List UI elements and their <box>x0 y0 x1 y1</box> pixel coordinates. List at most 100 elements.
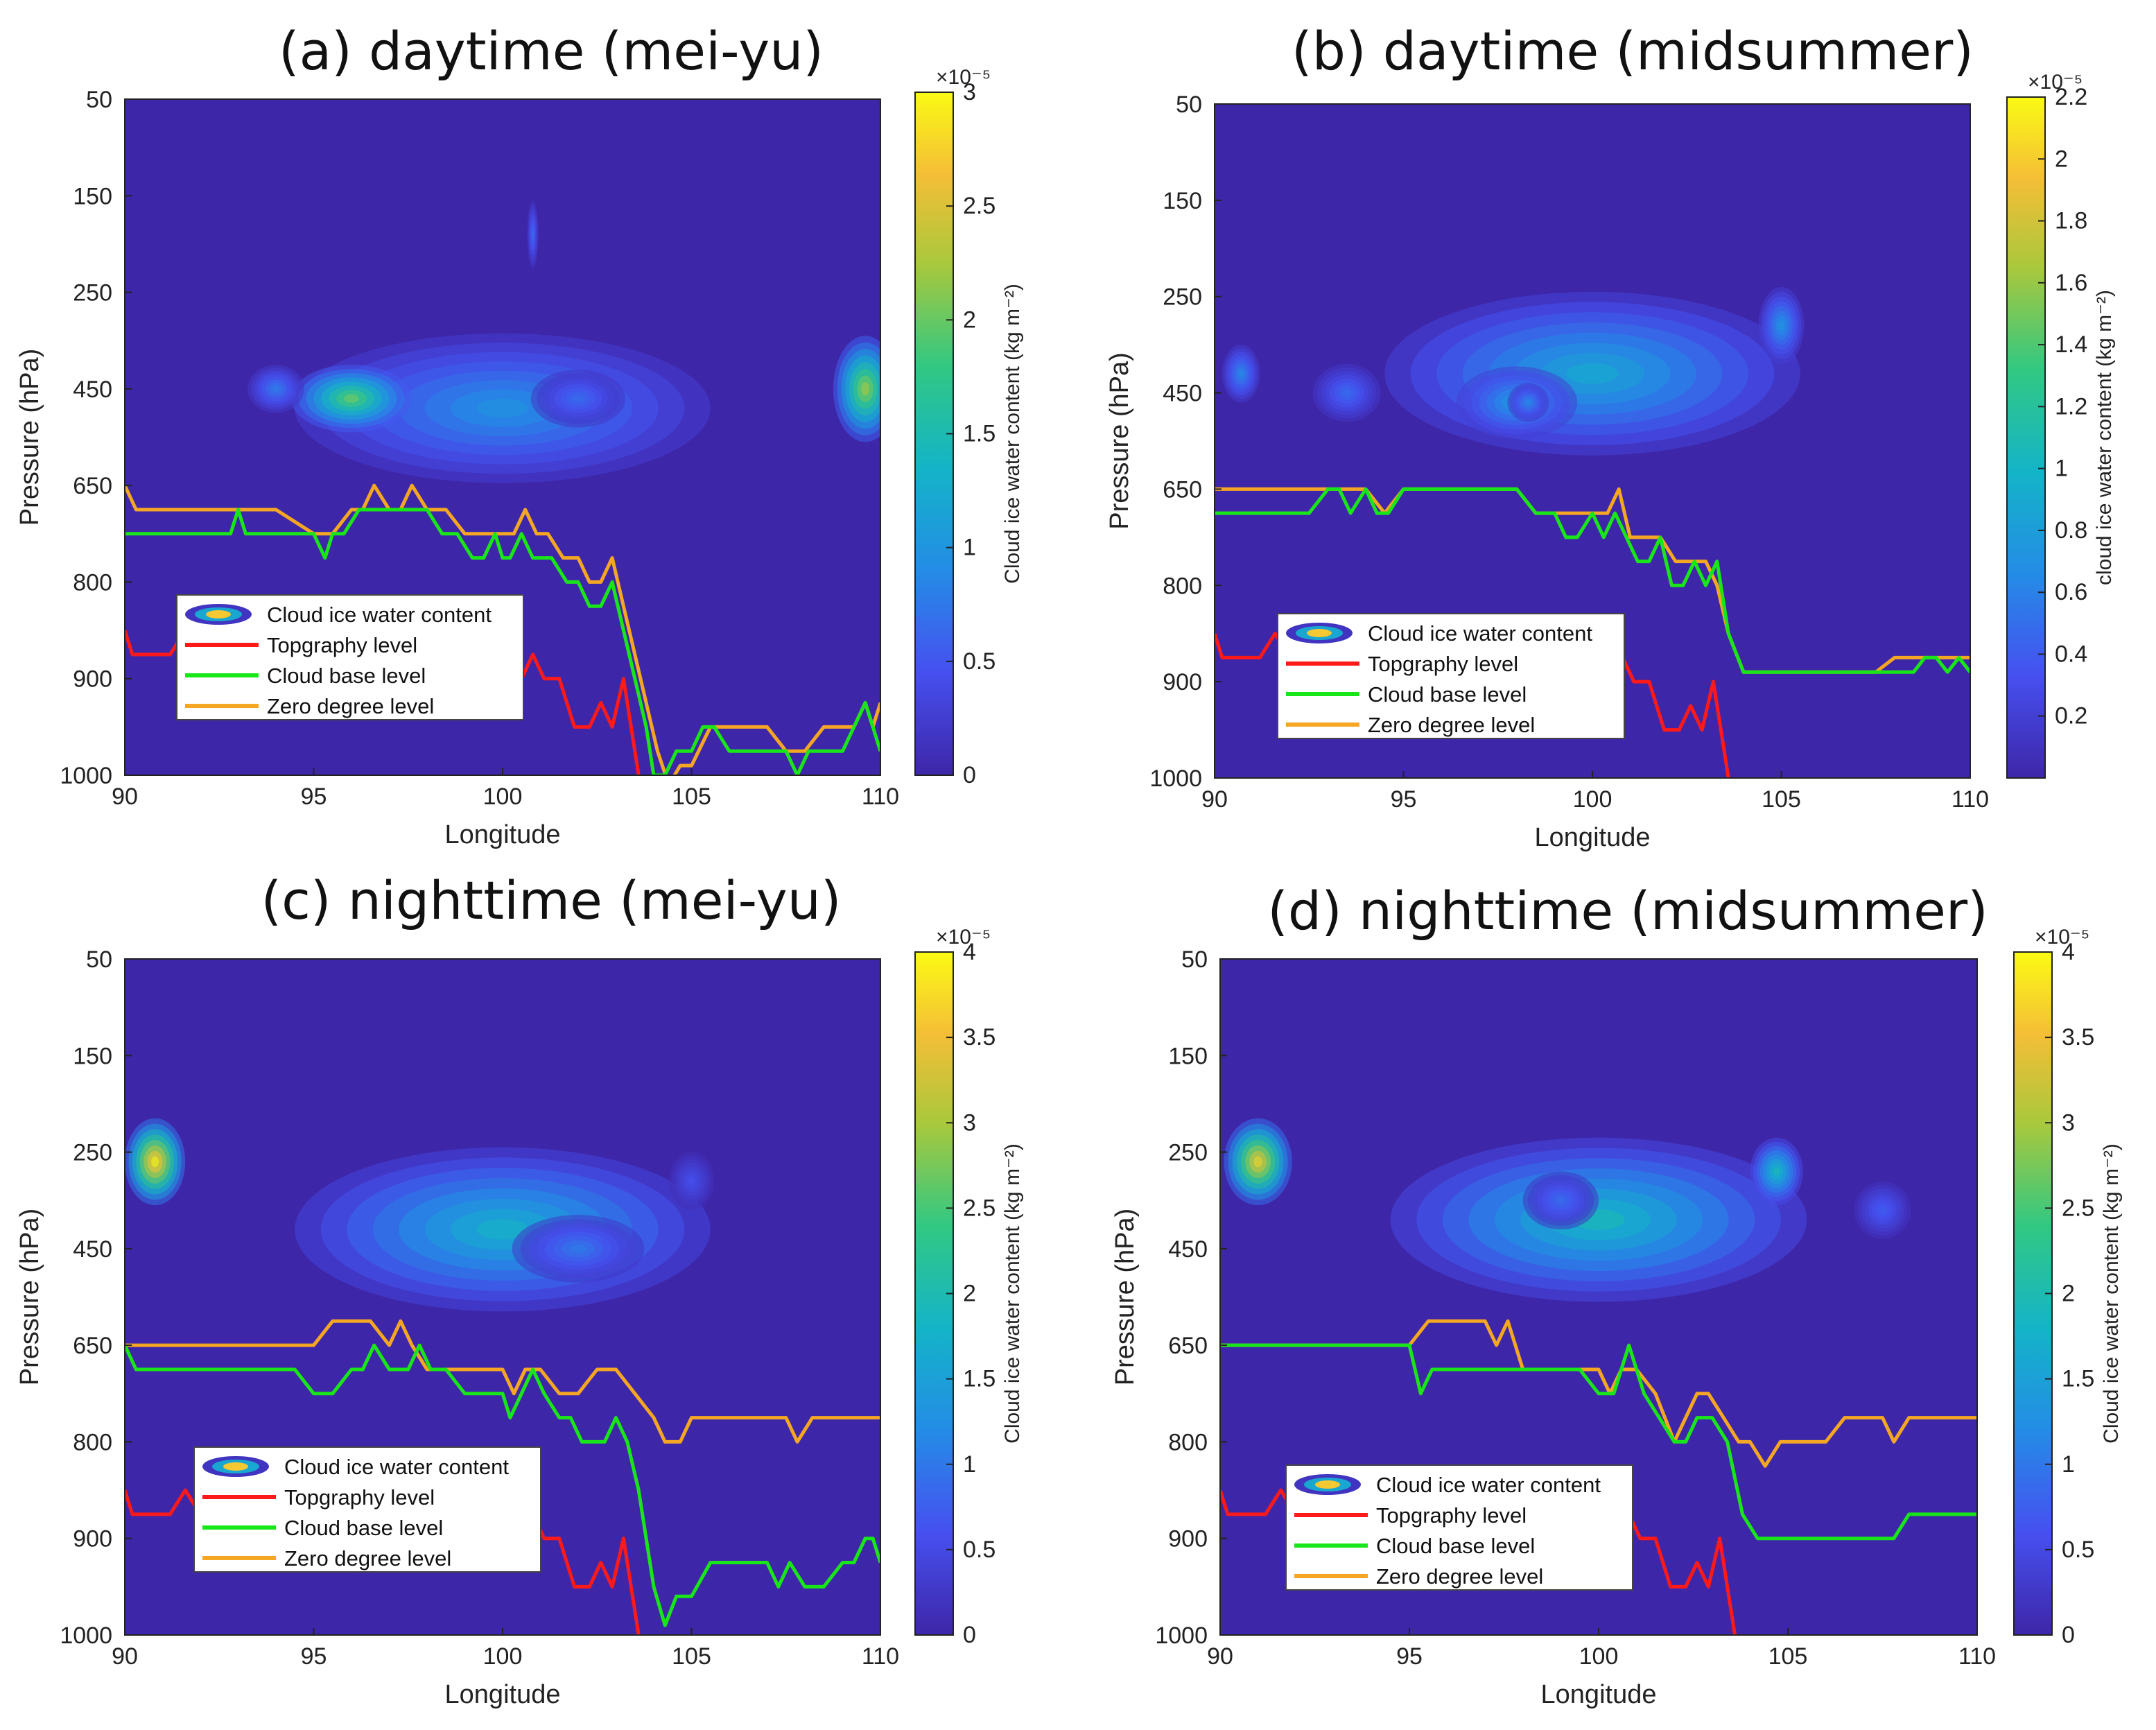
x-axis-label: Longitude <box>1541 1680 1657 1709</box>
plot-area <box>125 959 880 1635</box>
contour-fill <box>151 1156 159 1168</box>
zero-degree-level-line <box>125 483 880 775</box>
legend-label: Zero degree level <box>1376 1564 1543 1589</box>
x-tick-label: 105 <box>672 784 711 810</box>
y-tick-label: 650 <box>1163 476 1202 503</box>
contour-fill <box>1778 320 1784 331</box>
colorbar-exponent: ×10⁻⁵ <box>936 926 991 949</box>
x-tick-label: 110 <box>862 784 899 810</box>
y-tick-label: 800 <box>1168 1429 1208 1455</box>
legend-label: Cloud base level <box>1368 682 1527 707</box>
contour-fill <box>1879 1206 1886 1214</box>
y-tick-label: 800 <box>1163 573 1202 599</box>
y-tick-label: 250 <box>73 280 112 306</box>
x-tick-label: 90 <box>112 1643 138 1670</box>
colorbar-tick-label: 1.8 <box>2055 208 2087 234</box>
colorbar-tick-label: 1 <box>963 1451 976 1478</box>
plot-area <box>1220 959 1977 1635</box>
contour-fill <box>688 1177 695 1185</box>
legend-label: Topgraphy level <box>284 1485 435 1510</box>
x-tick-label: 105 <box>1768 1643 1808 1670</box>
colorbar-tick-label: 0.5 <box>2062 1537 2094 1563</box>
colorbar-label: Cloud ice water content (kg m⁻²) <box>1001 1143 1024 1444</box>
x-tick-label: 110 <box>1958 1643 1996 1670</box>
y-tick-label: 50 <box>86 87 112 113</box>
contour-fill <box>476 399 529 418</box>
legend-label: Topgraphy level <box>1376 1503 1527 1528</box>
colorbar-tick-label: 0.5 <box>963 1537 996 1563</box>
y-tick-label: 250 <box>1168 1140 1208 1166</box>
legend: Cloud ice water content Topgraphy level Cl… <box>1285 1464 1633 1591</box>
legend-label: Cloud base level <box>267 664 426 688</box>
colorbar-label: cloud ice water content (kg m⁻²) <box>2093 290 2116 585</box>
x-tick-label: 95 <box>301 784 327 810</box>
contour-fill <box>1342 389 1351 397</box>
chart-panel-d: 90 95 100 105 110 50 150 250 450 650 800 900 1000 Lon… <box>1111 880 2123 1709</box>
contour-fill <box>570 1244 586 1253</box>
y-tick-label: 650 <box>73 473 112 499</box>
y-tick-label: 50 <box>1176 92 1202 118</box>
colorbar-tick-label: 1.5 <box>2062 1366 2094 1392</box>
x-tick-label: 100 <box>483 784 523 810</box>
legend-swatch-contour <box>223 1462 248 1471</box>
colorbar-tick-label: 4 <box>2062 939 2075 965</box>
legend-label: Cloud base level <box>1376 1534 1535 1558</box>
y-tick-label: 50 <box>86 946 112 973</box>
colorbar-tick-label: 0 <box>2062 1622 2075 1648</box>
x-tick-label: 95 <box>1396 1643 1423 1670</box>
colorbar-tick-label: 0.4 <box>2055 641 2087 667</box>
colorbar-tick-label: 1.6 <box>2055 270 2087 296</box>
legend-swatch-contour <box>1307 629 1332 637</box>
contour-fill <box>272 386 280 392</box>
colorbar-tick-label: 1.2 <box>2055 393 2087 419</box>
x-tick-label: 90 <box>1201 786 1228 813</box>
chart-panel-a: 90 95 100 105 110 50 150 250 450 650 800 900 1000 Lon… <box>15 20 1024 849</box>
cloud-base-level-line <box>1220 1343 1977 1541</box>
legend-swatch-contour <box>1315 1480 1340 1489</box>
colorbar-tick-label: 2.2 <box>2055 84 2087 110</box>
y-tick-label: 800 <box>73 569 112 596</box>
colorbar-tick-label: 1 <box>2055 456 2068 482</box>
colorbar-tick-label: 1 <box>2062 1451 2075 1478</box>
colorbar-tick-label: 2 <box>963 1281 976 1307</box>
contour-fill <box>1525 399 1531 405</box>
x-tick-label: 95 <box>301 1643 327 1670</box>
colorbar-tick-label: 0 <box>963 762 976 788</box>
legend-swatch-contour <box>206 610 231 619</box>
colorbar-tick-label: 0.6 <box>2055 579 2087 605</box>
x-axis-label: Longitude <box>1535 823 1651 852</box>
legend-label: Cloud ice water content <box>1368 621 1592 646</box>
legend-label: Cloud base level <box>284 1516 443 1540</box>
contour-fill <box>1238 370 1244 378</box>
x-axis-label: Longitude <box>445 820 561 849</box>
y-tick-label: 1000 <box>60 763 112 789</box>
chart-panel-c: 90 95 100 105 110 50 150 250 450 650 800 900 1000 Lon… <box>15 870 1024 1709</box>
cloud-base-level-line <box>1215 487 1970 674</box>
contour-fill <box>861 382 869 396</box>
y-tick-label: 450 <box>73 377 112 403</box>
colorbar-tick-label: 3 <box>2062 1109 2075 1136</box>
colorbar-tick-label: 2.5 <box>963 193 996 219</box>
cloud-base-level-line <box>125 1343 880 1627</box>
y-tick-label: 1000 <box>60 1623 112 1649</box>
y-axis-label: Pressure (hPa) <box>15 349 44 526</box>
legend-label: Cloud ice water content <box>284 1455 509 1479</box>
colorbar-exponent: ×10⁻⁵ <box>2035 926 2089 949</box>
colorbar-tick-label: 4 <box>963 939 976 965</box>
x-tick-label: 105 <box>1762 786 1801 813</box>
colorbar-tick-label: 3.5 <box>2062 1024 2094 1050</box>
x-tick-label: 110 <box>1951 786 1989 813</box>
legend-label: Topgraphy level <box>267 633 417 657</box>
y-axis-label: Pressure (hPa) <box>1111 1209 1140 1386</box>
y-tick-label: 250 <box>1163 284 1202 311</box>
legend: Cloud ice water content Topgraphy level Cl… <box>176 594 524 720</box>
y-tick-label: 150 <box>1168 1043 1208 1069</box>
contour-fill <box>1556 1196 1566 1204</box>
y-axis-label: Pressure (hPa) <box>15 1209 44 1386</box>
colorbar-tick-label: 0.5 <box>963 648 996 675</box>
legend: Cloud ice water content Topgraphy level Cl… <box>1277 613 1625 739</box>
contour-fill <box>532 230 534 239</box>
contour-fill <box>1566 363 1619 384</box>
y-tick-label: 150 <box>73 183 112 209</box>
